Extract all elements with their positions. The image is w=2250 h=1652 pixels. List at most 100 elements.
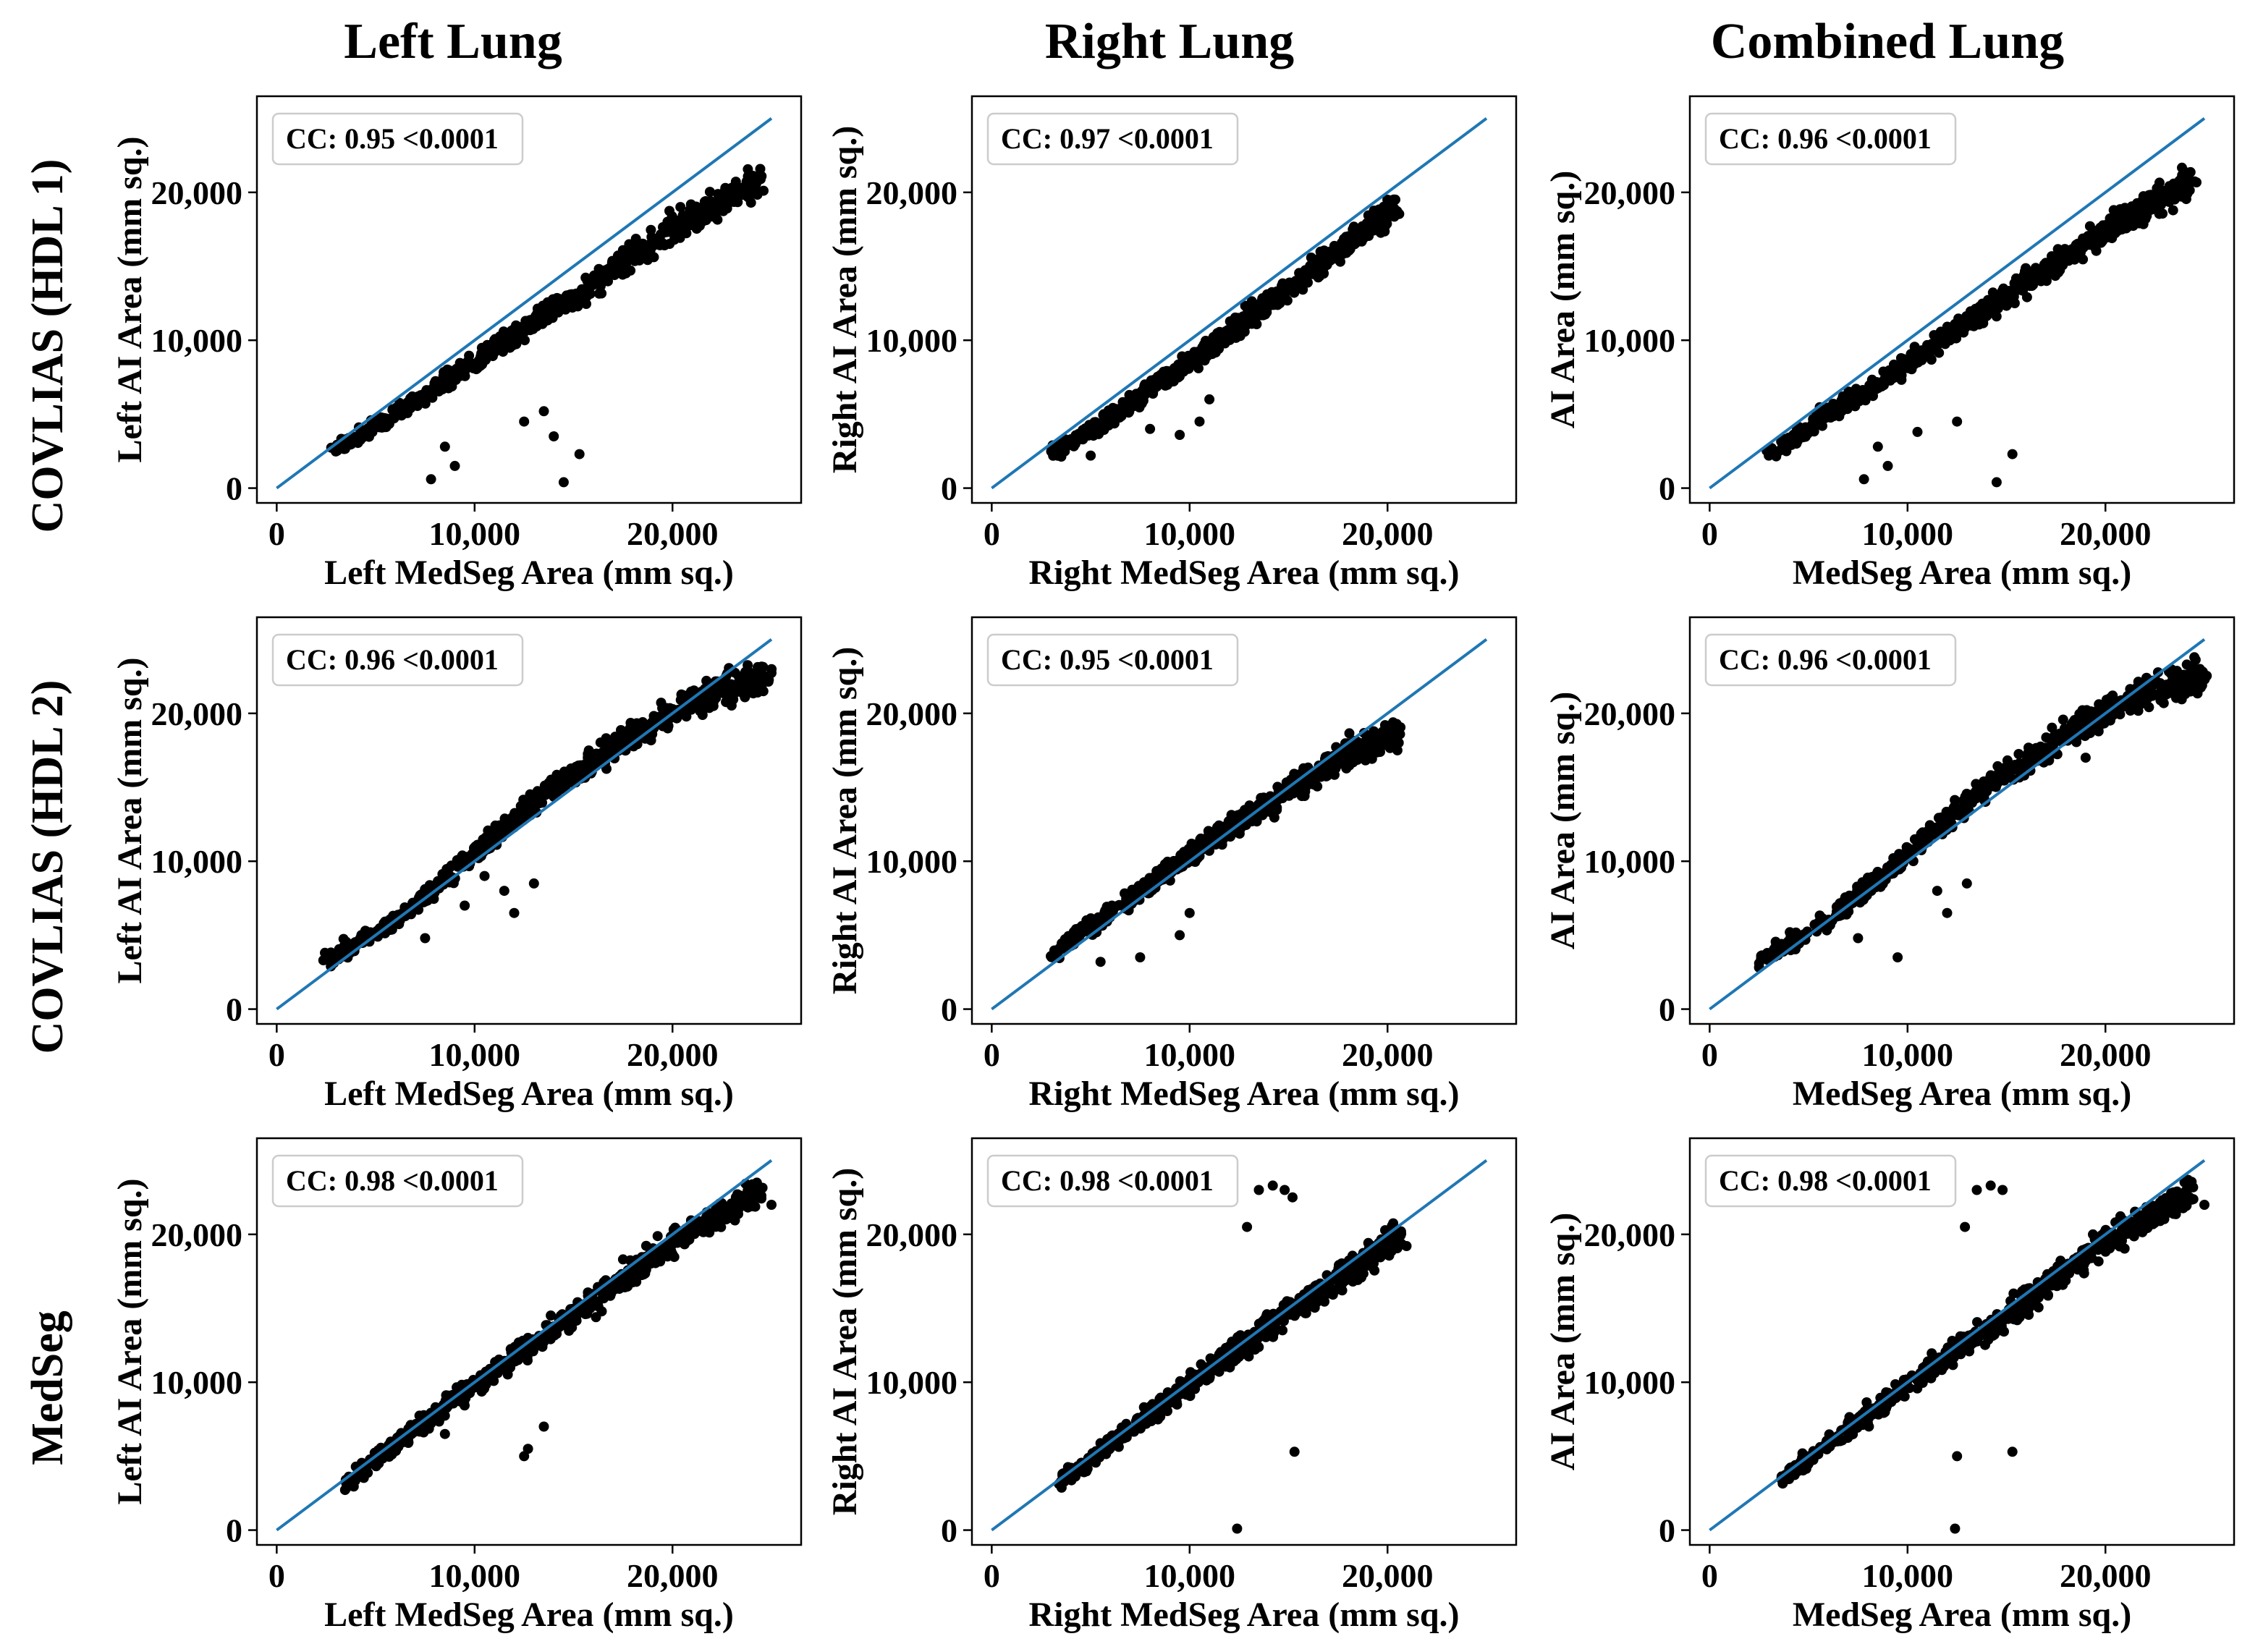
data-point	[2101, 695, 2112, 705]
data-point	[619, 736, 630, 747]
data-point	[2170, 185, 2181, 195]
data-point	[1096, 420, 1107, 431]
data-point-outlier	[2007, 449, 2018, 459]
data-point	[646, 224, 656, 235]
data-point	[567, 289, 578, 300]
data-point	[1290, 284, 1300, 295]
data-point	[1997, 287, 2008, 298]
y-tick-label: 0	[1659, 991, 1675, 1028]
y-tick-label: 10,000	[1584, 322, 1676, 359]
data-point	[2176, 694, 2187, 705]
data-point	[472, 363, 483, 373]
data-point	[490, 820, 501, 831]
data-point	[2094, 699, 2105, 710]
data-point	[1385, 732, 1396, 742]
data-point	[1790, 927, 1801, 938]
data-point	[1238, 809, 1249, 820]
scatter-points	[339, 1177, 777, 1496]
data-point	[752, 190, 763, 200]
scatter-points	[1054, 1180, 1412, 1534]
data-point	[1269, 812, 1280, 823]
data-point	[1929, 330, 1940, 341]
data-point	[1992, 776, 2002, 787]
data-point	[652, 1231, 663, 1242]
x-tick-label: 20,000	[2060, 1036, 2152, 1073]
data-point	[318, 955, 329, 966]
data-point	[1344, 728, 1355, 739]
data-point	[1049, 449, 1060, 460]
data-point	[1309, 266, 1320, 276]
x-tick-label: 0	[984, 1036, 1000, 1073]
data-point	[1918, 831, 1929, 842]
row-title-medseg: MedSeg	[23, 1310, 72, 1465]
data-point	[439, 871, 450, 882]
data-point	[1936, 812, 1947, 823]
data-point	[712, 214, 723, 225]
data-point	[2158, 698, 2169, 708]
data-point	[2105, 223, 2116, 234]
data-point	[2177, 162, 2187, 173]
data-point-outlier	[1194, 416, 1205, 427]
data-point	[337, 944, 347, 954]
data-point	[685, 199, 696, 210]
data-point	[640, 1261, 651, 1271]
data-point	[548, 304, 559, 315]
data-point	[2013, 749, 2024, 759]
data-point	[2047, 722, 2057, 733]
data-point	[1156, 870, 1167, 881]
data-point	[1149, 375, 1159, 386]
data-point	[1230, 332, 1241, 343]
data-point	[1353, 750, 1363, 761]
data-point	[1945, 818, 1955, 829]
x-tick-label: 10,000	[1144, 515, 1236, 552]
plot-area	[1709, 117, 2206, 490]
data-point	[1389, 203, 1400, 213]
data-point	[1895, 370, 1906, 381]
data-point	[2185, 175, 2196, 186]
data-point-outlier	[1991, 477, 2002, 488]
data-point	[2069, 254, 2080, 265]
data-point	[511, 334, 522, 345]
data-point-outlier	[558, 477, 569, 488]
data-point-outlier	[1952, 416, 1963, 427]
data-point	[1780, 939, 1790, 949]
data-point	[2172, 666, 2182, 677]
data-point	[1171, 373, 1181, 384]
data-point-outlier	[1086, 450, 1096, 461]
y-tick-label: 20,000	[151, 695, 243, 732]
data-point-outlier	[519, 416, 530, 427]
data-point-outlier	[1145, 423, 1156, 434]
data-point	[2086, 706, 2097, 717]
data-point	[1844, 890, 1855, 901]
data-point	[1834, 399, 1845, 410]
data-point-outlier	[1184, 907, 1195, 918]
data-point	[748, 176, 759, 187]
data-point	[1832, 409, 1843, 420]
data-point	[1883, 375, 1894, 386]
scatter-points	[1046, 194, 1405, 462]
data-point	[427, 392, 438, 403]
data-point	[664, 206, 674, 216]
data-point	[483, 825, 494, 836]
data-point	[1148, 386, 1159, 397]
data-point	[1762, 948, 1772, 958]
data-point-outlier	[499, 886, 509, 897]
data-point	[526, 798, 537, 809]
data-point	[460, 1393, 471, 1404]
axes-frame	[255, 1137, 803, 1546]
data-point	[2144, 702, 2154, 713]
data-point	[1924, 345, 1935, 356]
data-point	[355, 434, 366, 445]
data-point	[1895, 353, 1906, 363]
y-tick-label: 10,000	[866, 322, 958, 359]
data-point-outlier	[460, 900, 470, 911]
x-tick-label: 20,000	[2060, 515, 2152, 552]
cc-annotation: CC: 0.98 <0.0001	[286, 1164, 499, 1197]
data-point	[1978, 305, 1989, 315]
data-point	[626, 248, 637, 259]
data-point-outlier	[1175, 430, 1185, 440]
data-point	[1958, 795, 1968, 806]
